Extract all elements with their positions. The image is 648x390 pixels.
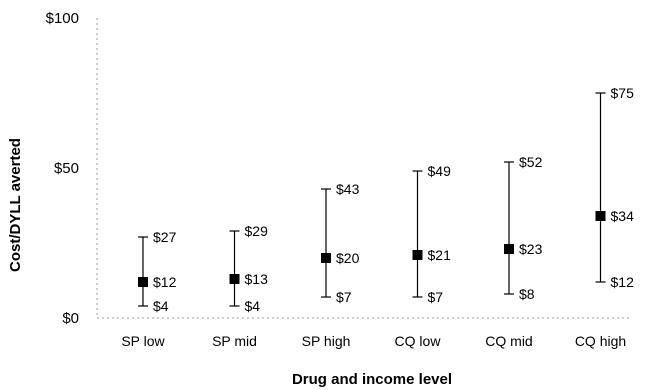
mid-value-label: $20 — [336, 250, 360, 266]
low-value-label: $7 — [428, 289, 444, 305]
mid-marker — [229, 274, 240, 284]
high-value-label: $43 — [336, 181, 360, 197]
category-label: CQ mid — [485, 333, 532, 349]
category-label: CQ low — [395, 333, 442, 349]
y-tick-label: $100 — [46, 10, 79, 27]
mid-marker — [138, 277, 148, 287]
y-tick-label: $50 — [54, 160, 79, 177]
category-label: CQ high — [575, 333, 626, 349]
category-label: SP high — [302, 333, 351, 349]
category-label: SP mid — [212, 333, 257, 349]
y-axis-title: Cost/DYLL averted — [7, 138, 24, 272]
x-axis-title: Drug and income level — [292, 371, 452, 388]
error-bar-group: $75 $34 $12 — [595, 85, 635, 290]
mid-marker — [321, 253, 331, 263]
error-bar-group: $52 $23 $8 — [504, 154, 543, 302]
error-bar-group: $43 $20 $7 — [321, 181, 360, 305]
category-labels: SP low SP mid SP high CQ low CQ mid CQ high — [121, 333, 626, 349]
high-value-label: $75 — [611, 85, 635, 101]
mid-value-label: $23 — [519, 241, 543, 257]
y-tick-labels: $0 $50 $100 — [46, 10, 79, 327]
y-tick-label: $0 — [62, 310, 79, 327]
low-value-label: $4 — [245, 298, 261, 314]
mid-value-label: $34 — [611, 208, 635, 224]
high-value-label: $49 — [428, 163, 452, 179]
axes — [96, 18, 630, 319]
high-value-label: $29 — [245, 223, 269, 239]
mid-value-label: $13 — [245, 271, 269, 287]
mid-value-label: $21 — [428, 247, 452, 263]
category-label: SP low — [121, 333, 165, 349]
error-bar-group: $29 $13 $4 — [229, 223, 269, 314]
mid-marker — [504, 244, 514, 254]
data-marks: $27 $12 $4 $29 $13 $4 $43 $20 $7 $49 $21 $7 $52 $23 $8… — [138, 85, 634, 314]
mid-value-label: $12 — [153, 274, 177, 290]
error-bar-group: $27 $12 $4 — [138, 229, 177, 314]
low-value-label: $12 — [611, 274, 635, 290]
mid-marker — [595, 211, 606, 221]
low-value-label: $8 — [519, 286, 535, 302]
low-value-label: $7 — [336, 289, 352, 305]
error-bar-group: $49 $21 $7 — [412, 163, 452, 305]
high-value-label: $52 — [519, 154, 543, 170]
high-value-label: $27 — [153, 229, 177, 245]
mid-marker — [412, 250, 423, 260]
low-value-label: $4 — [153, 298, 169, 314]
